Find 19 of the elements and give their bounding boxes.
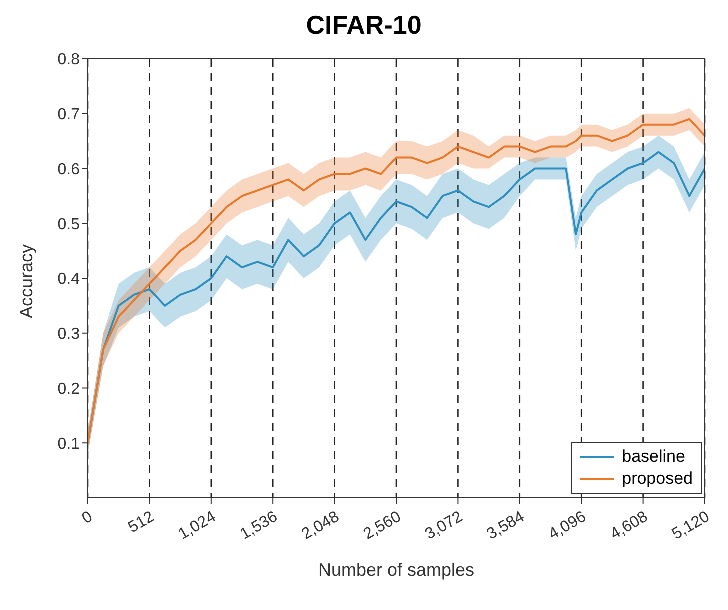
chart-title: CIFAR-10 xyxy=(305,10,423,41)
x-tick-label: 512 xyxy=(126,508,158,537)
x-tick-label: 4,608 xyxy=(608,508,652,544)
legend-label: proposed xyxy=(622,468,693,490)
x-tick-label: 3,072 xyxy=(422,508,466,544)
legend-label: baseline xyxy=(622,446,686,468)
y-tick-label: 0.2 xyxy=(58,380,80,398)
x-tick-label: 5,120 xyxy=(670,508,713,544)
y-tick-label: 0.4 xyxy=(58,271,80,288)
x-tick-label: 4,096 xyxy=(546,508,590,544)
x-tick-label: 0 xyxy=(79,508,96,528)
y-axis-title: Accuracy xyxy=(16,244,36,318)
y-tick-label: 0.3 xyxy=(58,326,80,344)
y-tick-label: 0.8 xyxy=(58,52,80,69)
y-tick-label: 0.6 xyxy=(58,161,80,178)
y-tick-label: 0.7 xyxy=(58,106,80,124)
y-tick-label: 0.1 xyxy=(58,436,80,453)
y-tick-label: 0.5 xyxy=(58,216,80,234)
x-axis-title: Number of samples xyxy=(318,560,475,580)
